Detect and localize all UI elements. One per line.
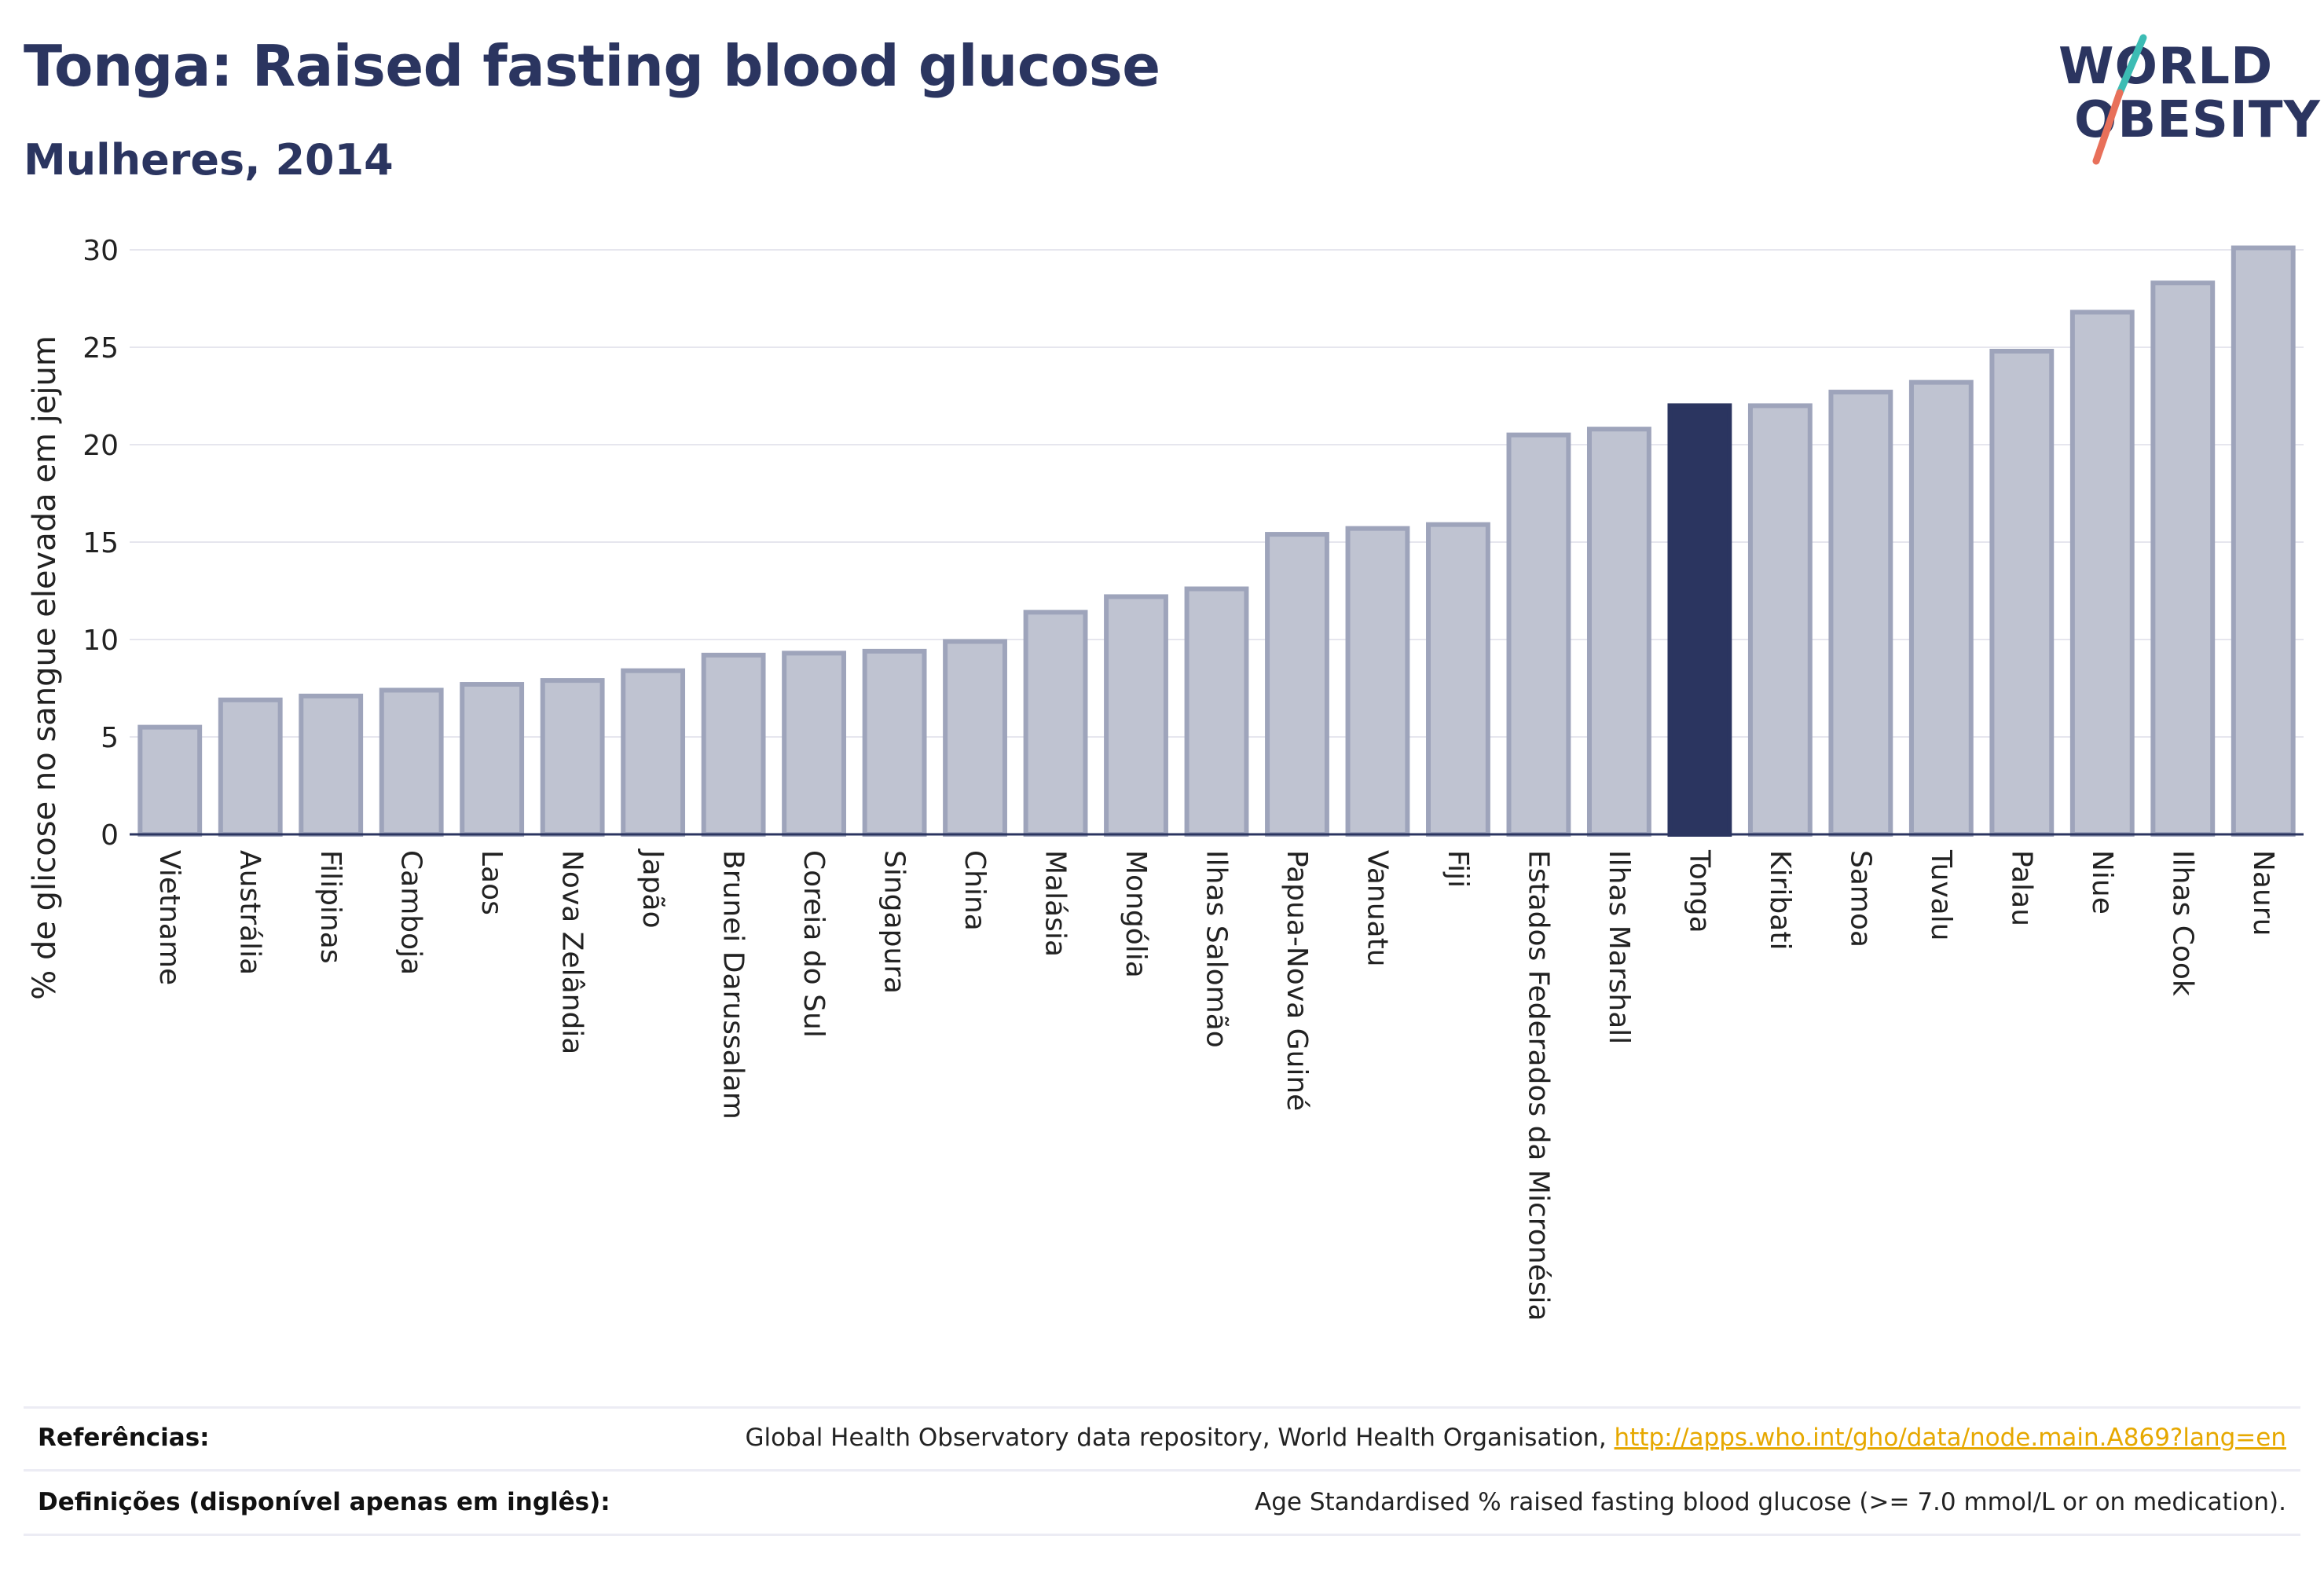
references-row: Referências: Global Health Observatory d… [24,1424,2300,1463]
bars [137,245,2296,837]
x-tick-label: Brunei Darussalam [717,850,750,1120]
bar-chart: 0 5 10 15 20 25 30 Vietname Austrália Filipinas Ca… [27,235,2304,1321]
bar-niue[interactable] [2069,310,2135,837]
definitions-row: Definições (disponível apenas em inglês)… [24,1488,2300,1527]
x-tick-label: Japão [636,848,669,929]
bar-china[interactable] [943,639,1007,837]
references-value: Global Health Observatory data repositor… [745,1424,2286,1452]
bar-malásia[interactable] [1023,610,1088,837]
bar-mongólia[interactable] [1104,594,1168,837]
bar-samoa[interactable] [1828,390,1893,837]
x-tick-label: Nauru [2247,850,2279,936]
chart-subtitle: Mulheres, 2014 [24,135,394,185]
x-tick-label: Ilhas Salomão [1200,850,1233,1048]
y-tick-label: 25 [82,332,119,365]
definitions-value: Age Standardised % raised fasting blood … [1255,1488,2286,1516]
bar-ilhas-salomão[interactable] [1184,586,1249,837]
x-tick-label: Kiribati [1764,850,1796,950]
x-tick-label: Ilhas Marshall [1603,850,1635,1044]
footer-divider-bottom [24,1534,2300,1536]
bar-singapura[interactable] [862,648,927,837]
x-tick-label: Papua-Nova Guiné [1281,850,1313,1111]
bar-ilhas-cook[interactable] [2150,280,2216,837]
bar-camboja[interactable] [379,687,444,837]
x-tick-label: Palau [2005,850,2037,926]
bar-papua-nova-guiné[interactable] [1265,532,1329,837]
x-tick-label: Tonga [1683,849,1715,933]
x-tick-label: Vanuatu [1361,850,1393,967]
y-tick-label: 15 [82,527,119,559]
definitions-label: Definições (disponível apenas em inglês)… [38,1488,610,1516]
x-tick-label: Niue [2086,850,2118,914]
x-tick-label: Camboja [395,850,427,975]
x-tick-label: Laos [475,850,508,915]
y-tick-label: 5 [101,722,119,754]
references-text: Global Health Observatory data repositor… [745,1424,1615,1452]
bar-coreia-do-sul[interactable] [782,651,847,837]
bar-laos[interactable] [460,682,525,837]
x-tick-label: China [959,850,991,931]
x-tick-label: Filipinas [314,850,346,964]
references-label: Referências: [38,1424,210,1452]
bar-austrália[interactable] [218,697,283,837]
bar-nova-zelândia[interactable] [540,678,605,837]
x-tick-label: Vietname [153,850,185,985]
bar-tuvalu[interactable] [1908,379,1974,837]
logo-word-world: WORLD [2058,38,2274,96]
y-tick-label: 20 [82,430,119,462]
x-tick-label: Coreia do Sul [797,850,830,1038]
bar-palau[interactable] [1989,348,2055,837]
x-tick-label: Nova Zelândia [556,850,588,1054]
bar-ilhas-marshall[interactable] [1586,427,1651,837]
bar-tonga[interactable] [1667,403,1732,837]
bar-estados-federados-da-micronésia[interactable] [1506,432,1571,837]
x-tick-label: Fiji [1442,850,1474,888]
bar-filipinas[interactable] [299,693,364,837]
x-tick-label: Samoa [1844,850,1876,947]
y-axis-label: % de glicose no sangue elevada em jejum [27,335,63,1000]
y-tick-label: 10 [82,625,119,657]
x-tick-label: Austrália [234,850,266,975]
x-tick-label: Estados Federados da Micronésia [1522,850,1554,1321]
bar-vietname[interactable] [137,724,203,837]
y-tick-label: 0 [101,819,119,852]
bar-vanuatu[interactable] [1345,526,1410,837]
references-link[interactable]: http://apps.who.int/gho/data/node.main.A… [1614,1424,2286,1452]
x-tick-label: Mongólia [1120,850,1152,978]
x-tick-label: Ilhas Cook [2166,850,2198,996]
y-tick-label: 30 [82,235,119,267]
bar-fiji[interactable] [1426,522,1490,837]
bar-japão[interactable] [621,668,686,837]
chart-title: Tonga: Raised fasting blood glucose [24,33,1160,99]
bar-brunei-darussalam[interactable] [701,652,766,837]
footer-divider-top [24,1406,2300,1409]
x-tick-label: Malásia [1039,850,1072,957]
x-tick-label: Tuvalu [1925,849,1957,941]
footer-divider-middle [24,1469,2300,1472]
logo-slash-icon [2092,34,2147,165]
bar-kiribati[interactable] [1747,403,1813,837]
axes: 0 5 10 15 20 25 30 Vietname Austrália Filipinas Ca… [82,235,2304,1321]
bar-nauru[interactable] [2231,245,2296,837]
world-obesity-logo[interactable]: WORLD OBESITY [2051,31,2320,169]
x-tick-label: Singapura [878,850,911,994]
